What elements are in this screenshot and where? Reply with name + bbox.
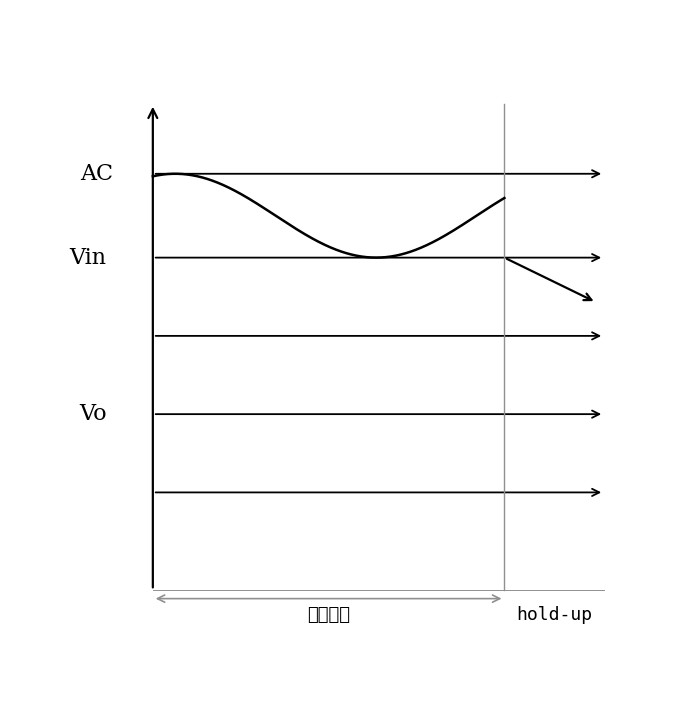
Text: 正常阶段: 正常阶段 <box>307 606 350 624</box>
Text: Vin: Vin <box>70 247 107 269</box>
Text: hold-up: hold-up <box>516 606 592 624</box>
Text: Vo: Vo <box>79 403 107 425</box>
Text: AC: AC <box>81 163 114 185</box>
